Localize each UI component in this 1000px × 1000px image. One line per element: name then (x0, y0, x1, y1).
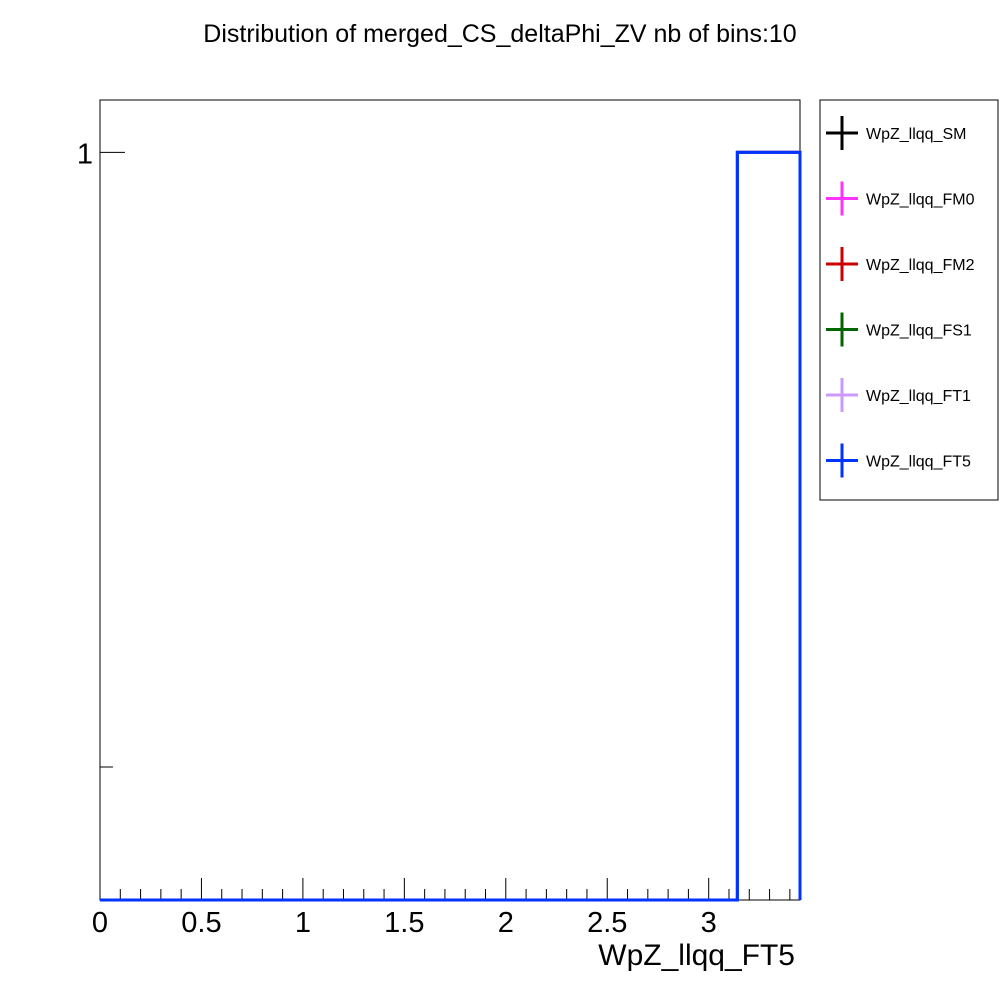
legend-entry: WpZ_llqq_FT1 (826, 378, 971, 412)
tick-labels: 0 0.5 1 1.5 2 2.5 3 1 (77, 138, 717, 939)
series-WpZ_llqq_SM (100, 150, 802, 902)
chart-title: Distribution of merged_CS_deltaPhi_ZV nb… (203, 20, 796, 48)
plot-frame (99, 99, 801, 901)
series-WpZ_llqq_FS1 (100, 150, 802, 902)
x-tick-label: 3 (701, 907, 717, 939)
x-tick-label: 2.5 (587, 907, 627, 939)
legend-label: WpZ_llqq_FM0 (866, 192, 975, 209)
x-axis-title: WpZ_llqq_FT5 (598, 939, 795, 972)
legend-entry: WpZ_llqq_FM2 (826, 247, 975, 281)
legend-label: WpZ_llqq_FT5 (866, 454, 971, 471)
legend-box (819, 99, 999, 501)
series-WpZ_llqq_FT1 (100, 150, 802, 902)
y-tick-label: 1 (77, 138, 93, 170)
series-layer (100, 150, 802, 902)
legend-entry: WpZ_llqq_SM (826, 116, 966, 150)
legend-label: WpZ_llqq_FS1 (866, 323, 972, 340)
legend-entry: WpZ_llqq_FT5 (826, 443, 971, 478)
x-tick-label: 0.5 (181, 907, 221, 939)
x-tick-label: 2 (498, 907, 514, 939)
x-tick-label: 1.5 (384, 907, 424, 939)
legend: WpZ_llqq_SM WpZ_llqq_FM0 WpZ_llqq_FM2 WpZ_l… (819, 99, 999, 501)
legend-label: WpZ_llqq_FM2 (866, 257, 975, 274)
series-WpZ_llqq_FT5 (100, 150, 802, 902)
plot-frame-rect (99, 99, 801, 901)
legend-entry: WpZ_llqq_FM0 (826, 181, 975, 216)
series-WpZ_llqq_FM0 (100, 150, 802, 902)
x-tick-label: 1 (295, 907, 311, 939)
axis-ticks (99, 151, 791, 900)
legend-label: WpZ_llqq_FT1 (866, 388, 971, 405)
legend-label: WpZ_llqq_SM (866, 126, 966, 143)
x-tick-label: 0 (92, 907, 108, 939)
legend-entry: WpZ_llqq_FS1 (826, 312, 972, 347)
series-WpZ_llqq_FM2 (100, 150, 802, 902)
